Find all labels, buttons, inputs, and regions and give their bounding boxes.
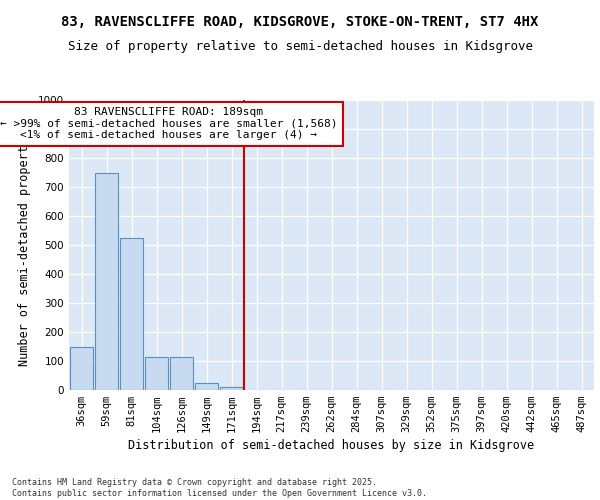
Text: Contains HM Land Registry data © Crown copyright and database right 2025.
Contai: Contains HM Land Registry data © Crown c… [12,478,427,498]
Bar [120,238,143,390]
Bar [70,346,93,390]
Bar [220,387,243,390]
X-axis label: Distribution of semi-detached houses by size in Kidsgrove: Distribution of semi-detached houses by … [128,440,535,452]
Text: 83, RAVENSCLIFFE ROAD, KIDSGROVE, STOKE-ON-TRENT, ST7 4HX: 83, RAVENSCLIFFE ROAD, KIDSGROVE, STOKE-… [61,15,539,29]
Bar [145,356,168,390]
Bar [95,172,118,390]
Text: Size of property relative to semi-detached houses in Kidsgrove: Size of property relative to semi-detach… [67,40,533,53]
Y-axis label: Number of semi-detached properties: Number of semi-detached properties [18,124,31,366]
Bar [170,356,193,390]
Text: 83 RAVENSCLIFFE ROAD: 189sqm
← >99% of semi-detached houses are smaller (1,568)
: 83 RAVENSCLIFFE ROAD: 189sqm ← >99% of s… [0,108,338,140]
Bar [195,383,218,390]
